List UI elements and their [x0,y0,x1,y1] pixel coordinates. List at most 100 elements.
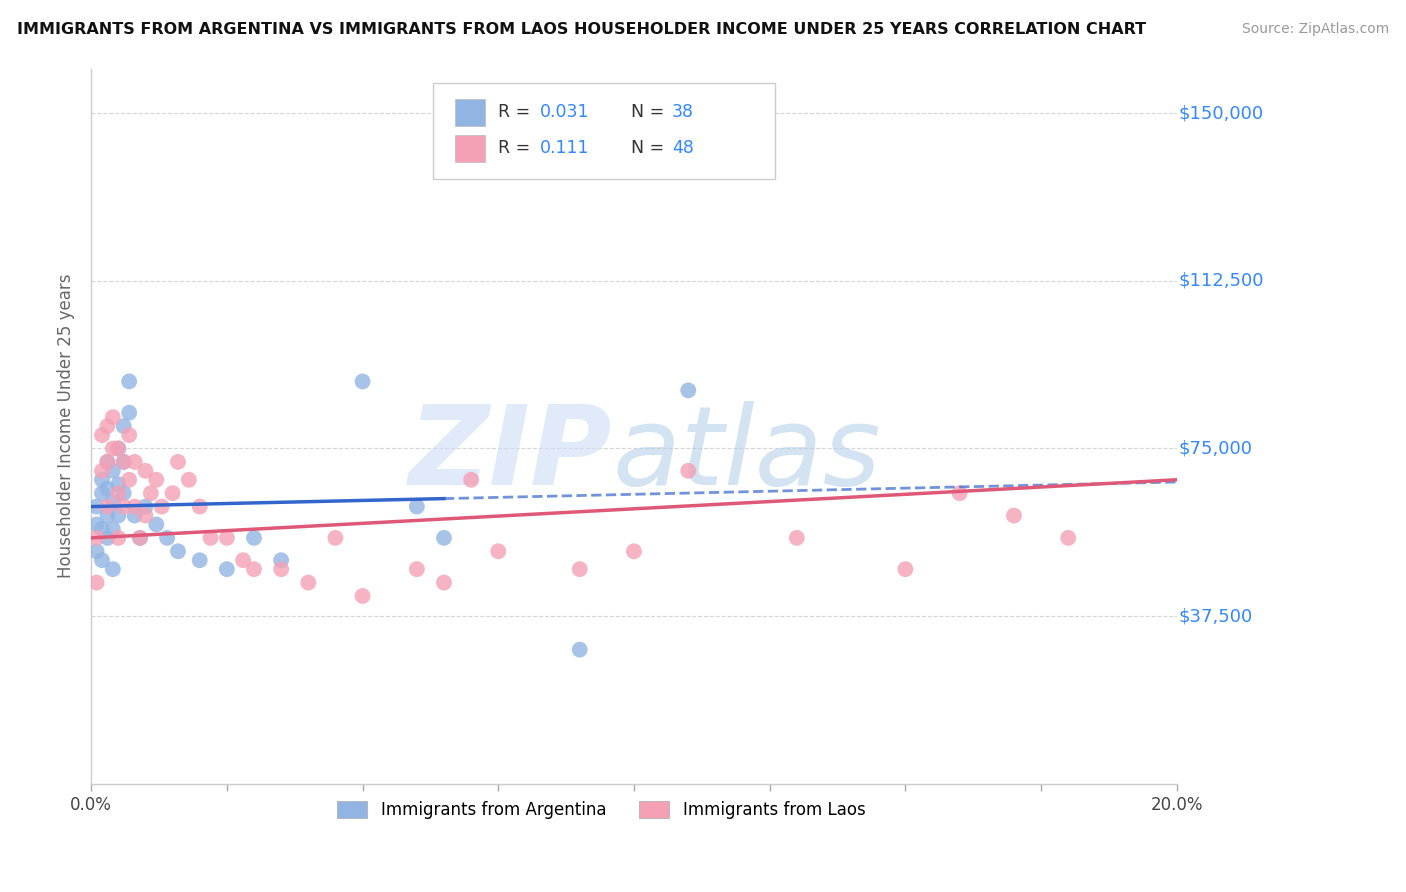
Legend: Immigrants from Argentina, Immigrants from Laos: Immigrants from Argentina, Immigrants fr… [330,794,872,825]
Point [188,500,211,514]
Point [215,562,238,576]
Point [86,517,108,532]
Point [101,522,124,536]
Point [188,553,211,567]
Point [91,486,114,500]
Point [86,575,108,590]
Point [91,428,114,442]
Text: Source: ZipAtlas.com: Source: ZipAtlas.com [1241,22,1389,37]
Text: 48: 48 [672,139,693,157]
Point [243,531,266,545]
Point [405,500,427,514]
Point [91,553,114,567]
Point [118,375,141,389]
Point [297,575,319,590]
FancyBboxPatch shape [454,98,485,126]
Point [678,464,700,478]
Point [568,642,591,657]
Text: atlas: atlas [612,401,882,508]
Point [134,464,156,478]
Point [177,473,200,487]
Point [124,508,146,523]
Text: R =: R = [498,139,541,157]
Point [325,531,347,545]
Point [270,553,292,567]
Point [270,562,292,576]
Text: N =: N = [631,139,669,157]
Point [139,486,162,500]
Text: R =: R = [498,103,536,121]
Point [101,442,124,456]
Point [112,419,135,434]
Point [433,531,456,545]
Text: IMMIGRANTS FROM ARGENTINA VS IMMIGRANTS FROM LAOS HOUSEHOLDER INCOME UNDER 25 YE: IMMIGRANTS FROM ARGENTINA VS IMMIGRANTS … [17,22,1146,37]
Point [1057,531,1080,545]
Point [134,508,156,523]
Point [96,455,118,469]
Text: $150,000: $150,000 [1180,104,1264,122]
Point [112,500,135,514]
Point [96,531,118,545]
Text: ZIP: ZIP [409,401,612,508]
Point [96,508,118,523]
Point [96,500,118,514]
Point [101,410,124,425]
Text: N =: N = [631,103,669,121]
Point [352,375,374,389]
Point [91,522,114,536]
Point [1002,508,1025,523]
Point [786,531,808,545]
Point [96,455,118,469]
Point [405,562,427,576]
Point [118,428,141,442]
Point [460,473,482,487]
Text: $75,000: $75,000 [1180,440,1253,458]
Point [107,442,129,456]
Point [433,575,456,590]
Point [243,562,266,576]
Point [101,562,124,576]
Point [107,442,129,456]
Point [86,544,108,558]
Point [145,517,167,532]
Point [118,406,141,420]
Point [129,531,152,545]
Point [124,500,146,514]
Point [86,500,108,514]
Point [124,455,146,469]
Text: 0.111: 0.111 [540,139,589,157]
Point [145,473,167,487]
Point [107,531,129,545]
Y-axis label: Householder Income Under 25 years: Householder Income Under 25 years [58,274,75,578]
Point [101,464,124,478]
Point [91,473,114,487]
Point [949,486,972,500]
Point [568,562,591,576]
Point [134,500,156,514]
Text: $112,500: $112,500 [1180,272,1264,290]
Point [162,486,184,500]
Point [215,531,238,545]
Point [112,455,135,469]
Point [107,486,129,500]
Point [86,531,108,545]
Point [107,477,129,491]
Text: 0.031: 0.031 [540,103,589,121]
Point [167,544,190,558]
Point [112,486,135,500]
Point [623,544,645,558]
Point [118,473,141,487]
Point [96,419,118,434]
Point [232,553,254,567]
Point [129,531,152,545]
Point [91,464,114,478]
FancyBboxPatch shape [454,135,485,162]
Point [96,482,118,496]
Point [112,455,135,469]
Point [352,589,374,603]
FancyBboxPatch shape [433,83,775,179]
Point [894,562,917,576]
Point [107,508,129,523]
Point [678,384,700,398]
Text: 38: 38 [672,103,695,121]
